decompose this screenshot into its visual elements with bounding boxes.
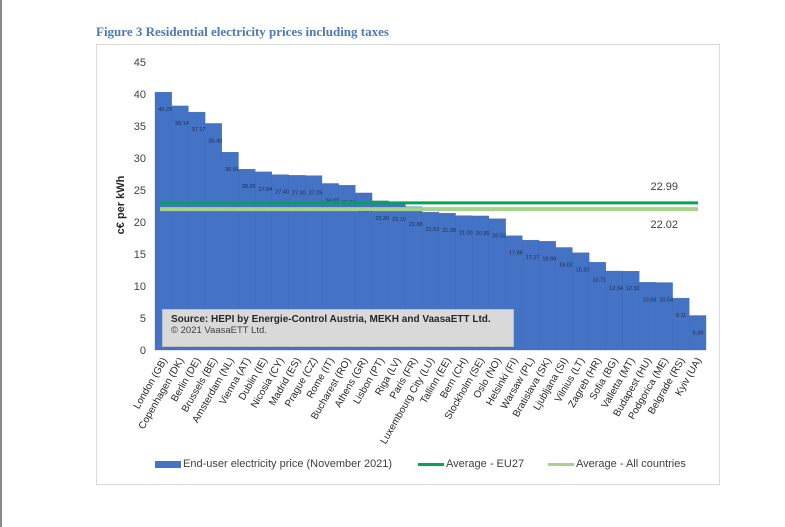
y-tick-label: 25	[134, 185, 146, 197]
bar	[672, 297, 690, 351]
legend-bar-swatch	[155, 460, 181, 468]
bar	[588, 262, 606, 351]
legend-item-eu27: Average - EU27	[418, 458, 524, 470]
chart-frame	[96, 44, 720, 485]
bar-value-label: 5.39	[693, 331, 704, 337]
bar	[639, 282, 657, 351]
bar-value-label: 13.71	[592, 277, 606, 283]
bar	[689, 315, 707, 351]
bar-value-label: 27.25	[309, 191, 323, 197]
bar-value-label: 10.58	[643, 297, 657, 303]
bar	[655, 282, 673, 351]
legend-label-eu27: Average - EU27	[446, 458, 525, 470]
bar	[605, 270, 623, 351]
y-tick-label: 15	[134, 249, 146, 261]
bar-value-label: 17.86	[509, 251, 523, 257]
bar	[622, 271, 640, 351]
copyright-text: © 2021 VaasaETT Ltd.	[171, 325, 267, 336]
source-box: Source: HEPI by Energie-Control Austria,…	[162, 309, 514, 347]
source-text: Source: HEPI by Energie-Control Austria,…	[171, 314, 491, 325]
y-tick-label: 35	[134, 121, 146, 133]
avg-all-value-label: 22.02	[650, 219, 678, 231]
bar-value-label: 15.20	[576, 268, 590, 274]
y-axis-label: c€ per kWh	[115, 175, 127, 234]
bar-value-label: 20.52	[492, 234, 506, 240]
legend-line-swatch-all	[548, 462, 574, 466]
figure-title: Figure 3 Residential electricity prices …	[96, 24, 389, 39]
bar-value-label: 16.02	[559, 262, 573, 268]
legend-item-price: End-user electricity price (November 202…	[155, 458, 392, 470]
y-tick-label: 20	[134, 217, 146, 229]
bar-value-label: 16.99	[542, 256, 556, 262]
y-tick-label: 30	[134, 153, 146, 165]
y-tick-label: 0	[140, 345, 146, 357]
bar-value-label: 38.14	[175, 121, 189, 127]
bar-value-label: 27.30	[292, 190, 306, 196]
y-tick-label: 45	[134, 57, 146, 69]
bar-value-label: 8.11	[676, 313, 686, 319]
bar-value-label: 28.26	[242, 184, 256, 190]
y-tick-label: 40	[134, 89, 146, 101]
bar-value-label: 35.40	[208, 138, 222, 144]
avg-eu27-value-label: 22.99	[650, 181, 678, 193]
bar-value-label: 40.29	[158, 107, 172, 113]
bar-value-label: 12.34	[609, 286, 623, 292]
legend-line-swatch-eu27	[418, 462, 444, 466]
y-tick-label: 10	[134, 281, 146, 293]
legend-label-all: Average - All countries	[576, 458, 686, 470]
bar-value-label: 30.91	[225, 167, 239, 173]
bar-value-label: 23.30	[375, 216, 389, 222]
bar-value-label: 10.54	[659, 298, 673, 304]
bar-value-label: 21.00	[459, 231, 473, 237]
reference-lines: 22.99 22.02	[160, 181, 698, 231]
bar-value-label: 22.38	[409, 222, 423, 228]
y-axis: 0 5 10 15 20 25 30 35 40 45	[134, 57, 146, 357]
legend: End-user electricity price (November 202…	[0, 458, 785, 474]
bar-value-label: 37.17	[192, 127, 206, 133]
bar-value-label: 12.32	[626, 286, 640, 292]
bar-value-label: 27.40	[275, 190, 289, 196]
legend-item-all: Average - All countries	[548, 458, 686, 470]
page-left-border	[0, 0, 2, 527]
bar-value-label: 21.53	[425, 227, 439, 233]
bar-value-label: 21.38	[442, 228, 456, 234]
bar-value-label: 17.17	[526, 255, 540, 261]
y-tick-label: 5	[140, 313, 146, 325]
legend-label-price: End-user electricity price (November 202…	[183, 458, 393, 470]
bar-value-label: 27.84	[259, 187, 273, 193]
x-axis-labels: London (GB)Copenhagen (DK)Berlin (DE)Bru…	[132, 356, 704, 446]
bar-value-label: 23.15	[392, 217, 406, 223]
bar-value-label: 20.95	[476, 231, 490, 237]
